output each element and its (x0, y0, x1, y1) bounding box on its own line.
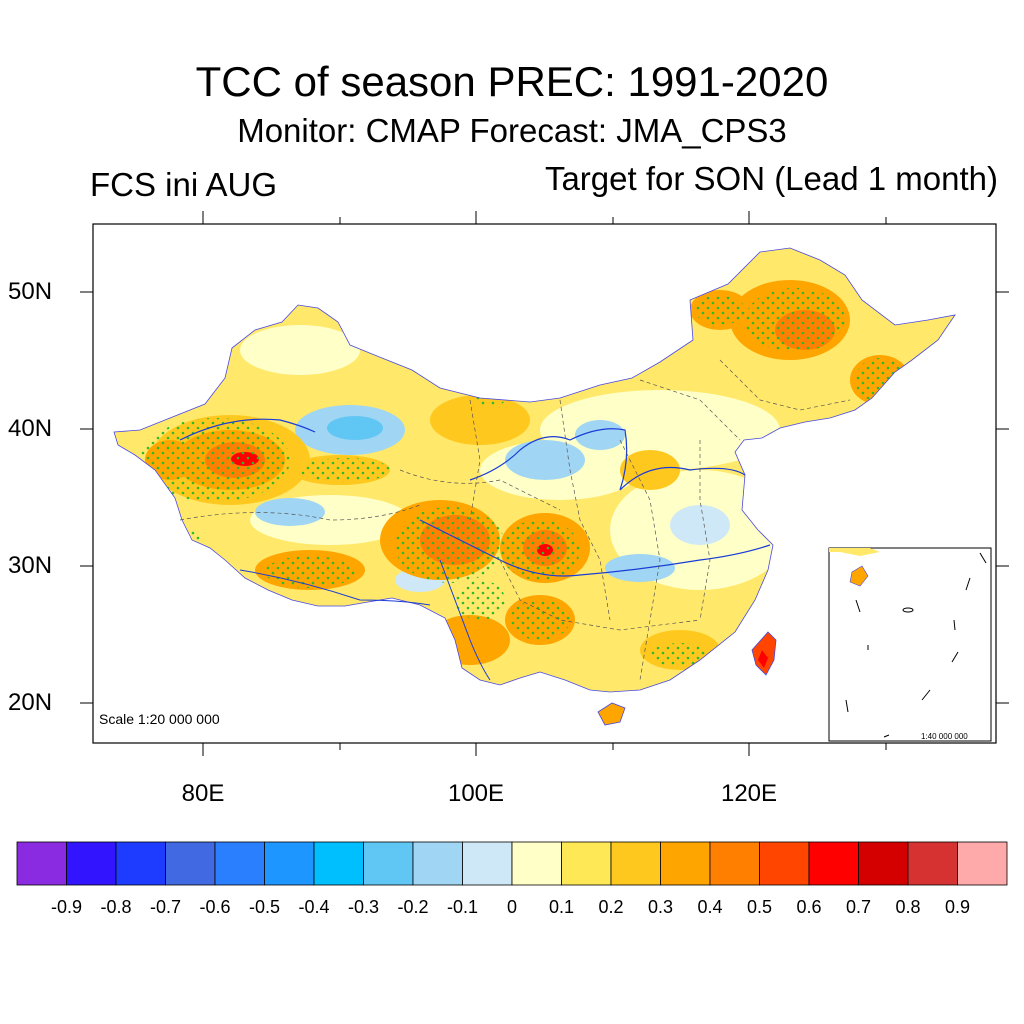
colorbar-tick-label: 0.1 (548, 897, 575, 917)
lat-ticks (80, 291, 1009, 704)
colorbar-tick-label: 0.7 (845, 897, 872, 917)
colorbar-box (16, 841, 67, 886)
colorbar-tick-label: -0.3 (347, 897, 380, 917)
lat-label-50n: 50N (8, 278, 53, 305)
colorbar-tick-label: -0.5 (248, 897, 281, 917)
colorbar-box (858, 841, 909, 886)
colorbar-box (660, 841, 711, 886)
colorbar-box (759, 841, 810, 886)
lon-label-120e: 120E (720, 780, 778, 807)
colorbar-box (313, 841, 364, 886)
colorbar-tick-label: 0.6 (796, 897, 822, 917)
mekong-river (439, 559, 491, 681)
tarim-river (179, 418, 316, 441)
south-china-sea-inset (828, 547, 992, 742)
colorbar-tick-label: 0.9 (944, 897, 971, 917)
colorbar-box (462, 841, 513, 886)
colorbar-box (214, 841, 265, 886)
colorbar-box (511, 841, 562, 886)
colorbar-box (66, 841, 117, 886)
colorbar-box (610, 841, 661, 886)
china-outline (113, 247, 956, 693)
colorbar-tick-label: 0.8 (895, 897, 921, 917)
colorbar-tick-label: -0.8 (100, 897, 132, 917)
lat-label-40n: 40N (8, 415, 53, 442)
lat-label-30n: 30N (8, 552, 53, 579)
colorbar-tick-label: 0 (506, 897, 517, 917)
colorbar-box (115, 841, 166, 886)
init-label: FCS ini AUG (90, 166, 278, 203)
lon-label-100e: 100E (447, 780, 505, 807)
colorbar-box (264, 841, 315, 886)
colorbar-tick-label: -0.6 (199, 897, 231, 917)
colorbar-tick-label: -0.1 (446, 897, 479, 917)
colorbar-tick-label: 0.4 (697, 897, 723, 917)
brahmaputra-river (239, 569, 431, 606)
inset-scale-label: 1:40 000 000 (921, 732, 968, 741)
yangtze-river (419, 519, 771, 577)
colorbar-box (363, 841, 414, 886)
colorbar-box (165, 841, 216, 886)
target-label: Target for SON (Lead 1 month) (544, 160, 998, 197)
lon-ticks (202, 211, 887, 756)
colorbar-box (412, 841, 463, 886)
colorbar-tick-label: 0.3 (647, 897, 674, 917)
colorbar-tick-label: -0.9 (50, 897, 83, 917)
colorbar-box (561, 841, 612, 886)
province-borders (179, 359, 851, 681)
lat-label-20n: 20N (8, 689, 53, 716)
colorbar-tick-label: -0.7 (149, 897, 182, 917)
taiwan-core (758, 650, 768, 668)
colorbar-tick-label: -0.2 (397, 897, 429, 917)
map-scale-label: Scale 1:20 000 000 (99, 711, 220, 727)
yellow-river (469, 428, 746, 491)
colorbar-box (808, 841, 859, 886)
colorbar (16, 841, 1008, 886)
colorbar-tick-label: 0.5 (746, 897, 773, 917)
colorbar-tick-label: 0.2 (598, 897, 624, 917)
hainan-island (597, 702, 626, 726)
lon-label-80e: 80E (181, 780, 225, 807)
map-subtitle: Monitor: CMAP Forecast: JMA_CPS3 (237, 112, 787, 149)
colorbar-box (709, 841, 760, 886)
map-title: TCC of season PREC: 1991-2020 (195, 58, 829, 105)
colorbar-box (907, 841, 958, 886)
colorbar-box (957, 841, 1008, 886)
colorbar-tick-label: -0.4 (298, 897, 330, 917)
